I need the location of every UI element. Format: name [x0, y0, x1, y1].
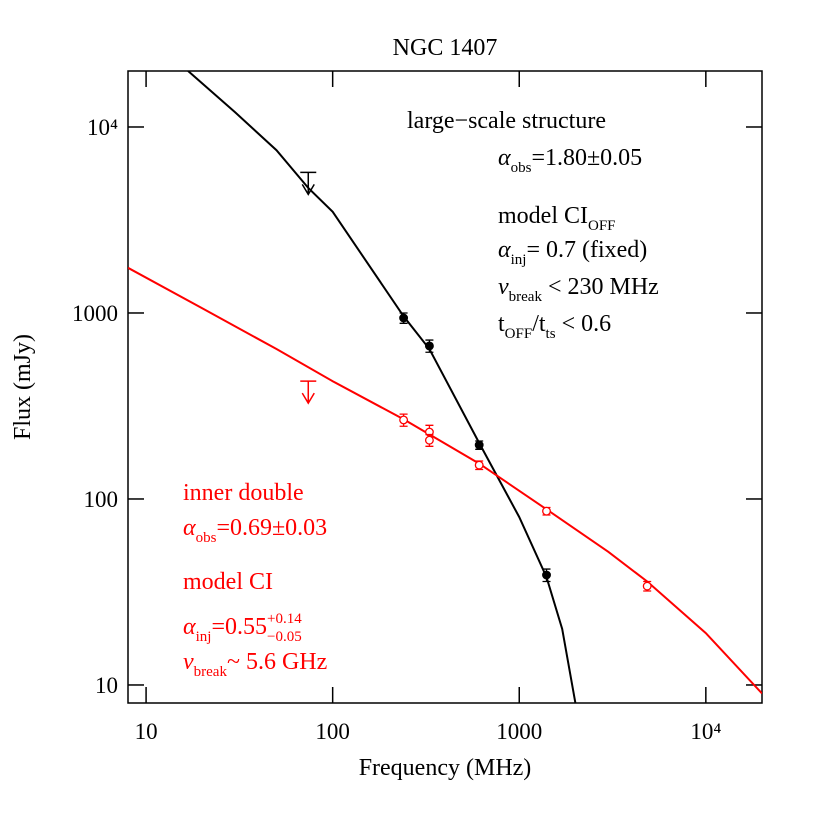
y-tick-label: 100 — [84, 487, 119, 512]
annotation-part: break — [194, 664, 228, 680]
annotation-part: OFF — [505, 326, 533, 342]
annotation: αobs=1.80±0.05 — [498, 145, 642, 176]
annotation-part: t — [498, 311, 505, 337]
annotation: model CI — [183, 569, 273, 595]
x-axis-label: Frequency (MHz) — [359, 755, 532, 781]
annotation-part: obs — [511, 160, 532, 176]
annotation: νbreak~ 5.6 GHz — [183, 649, 327, 680]
model-curve — [187, 71, 577, 703]
annotation-part: α — [498, 145, 511, 171]
data-point — [542, 506, 551, 516]
annotation-part: −0.05 — [267, 629, 302, 645]
data-point — [474, 440, 484, 450]
annotation-part: /t — [532, 311, 546, 337]
annotation-part: large−scale structure — [407, 108, 606, 134]
annotation-part: α — [183, 614, 196, 640]
annotation-part: model CI — [498, 203, 588, 229]
annotation-part: break — [509, 289, 543, 305]
data-point — [424, 435, 434, 445]
annotation-part: inj — [196, 629, 212, 645]
data-point — [542, 570, 551, 580]
annotation: νbreak < 230 MHz — [498, 274, 659, 305]
x-tick-label: 100 — [315, 719, 350, 744]
upper-limit-arrow — [301, 381, 315, 405]
annotation-part: α — [498, 237, 511, 263]
y-tick-label: 10⁴ — [87, 115, 118, 140]
annotation-part: ~ 5.6 GHz — [227, 649, 327, 675]
annotation-part: obs — [196, 530, 217, 546]
annotation-part: α — [183, 515, 196, 541]
annotation-part: =1.80±0.05 — [531, 145, 642, 171]
annotation-part: < 0.6 — [556, 311, 612, 337]
upper-limit-arrow — [301, 172, 315, 196]
annotation: model CIOFF — [498, 203, 616, 234]
data-point — [399, 415, 409, 425]
annotation: tOFF/tts < 0.6 — [498, 311, 611, 342]
annotation: αinj=0.55+0.14 −0.05 — [183, 611, 302, 645]
annotation-part: < 230 MHz — [542, 274, 659, 300]
annotation-part: =0.55 — [211, 614, 267, 640]
annotation: large−scale structure — [407, 108, 606, 134]
annotation-part: OFF — [588, 218, 616, 234]
y-axis-label: Flux (mJy) — [10, 334, 36, 440]
plot-frame — [127, 70, 763, 704]
annotation-part: inner double — [183, 480, 304, 506]
x-tick-label: 1000 — [496, 719, 542, 744]
annotation-part: inj — [511, 252, 527, 268]
data-point — [424, 341, 434, 351]
plot-area — [128, 71, 762, 703]
x-tick-label: 10 — [135, 719, 158, 744]
annotation-part: +0.14 — [267, 611, 302, 627]
data-point — [399, 313, 409, 323]
y-tick-label: 10 — [95, 673, 118, 698]
annotation-part: ts — [546, 326, 556, 342]
annotation: αinj= 0.7 (fixed) — [498, 237, 647, 268]
chart-title: NGC 1407 — [393, 35, 498, 61]
annotation: inner double — [183, 480, 304, 506]
data-point — [474, 460, 484, 470]
annotation-part: model CI — [183, 569, 273, 595]
y-tick-label: 1000 — [72, 301, 118, 326]
annotation-part: =0.69±0.03 — [216, 515, 327, 541]
annotation: αobs=0.69±0.03 — [183, 515, 327, 546]
annotation-part: ν — [498, 274, 509, 300]
data-point — [642, 581, 652, 591]
annotation-part: = 0.7 (fixed) — [526, 237, 647, 263]
x-tick-label: 10⁴ — [690, 719, 721, 744]
annotation-part: ν — [183, 649, 194, 675]
